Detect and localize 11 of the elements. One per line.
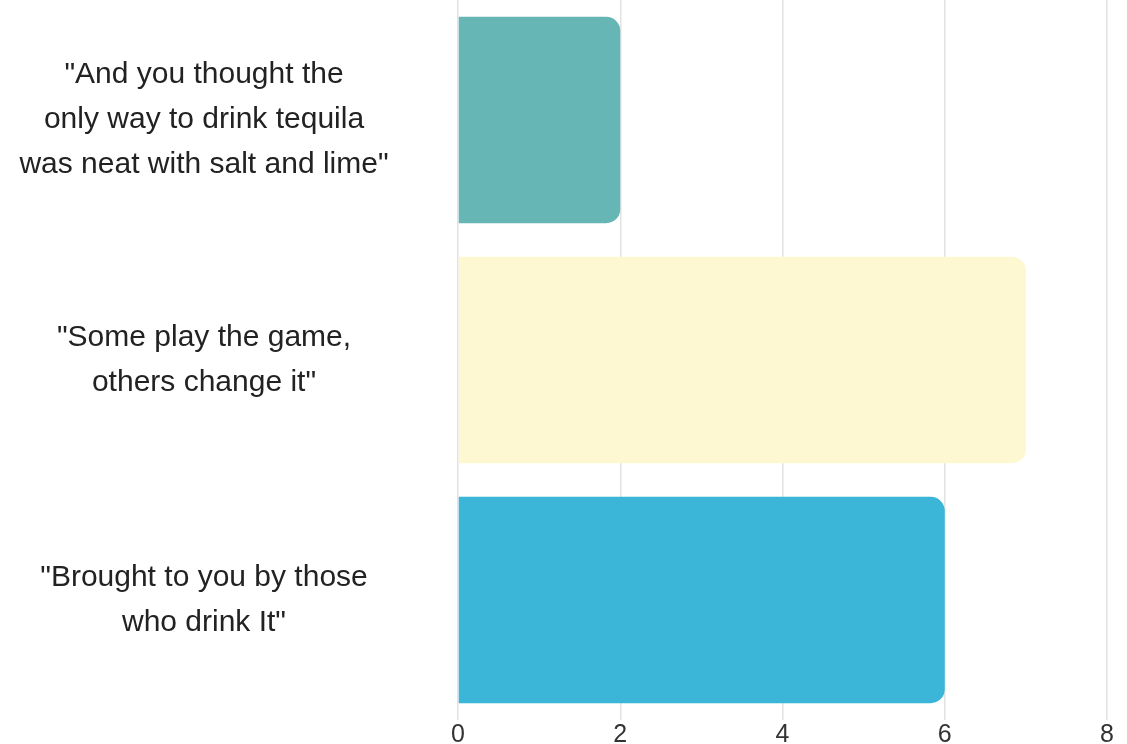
y-tick-label: "Brought to you by those who drink It" — [40, 558, 368, 637]
x-tick-label: 4 — [775, 718, 790, 744]
y-tick-label: "Some play the game, others change it" — [56, 318, 352, 397]
y-tick-label: "And you thought the only way to drink tequila was neat with salt and lime" — [18, 56, 389, 180]
x-tick-label: 2 — [613, 718, 628, 744]
bar — [458, 256, 1026, 464]
x-tick-label: 0 — [451, 718, 465, 744]
bar — [458, 496, 945, 704]
bar — [458, 16, 621, 224]
x-tick-label: 8 — [1100, 718, 1114, 744]
x-tick-label: 6 — [937, 718, 952, 744]
